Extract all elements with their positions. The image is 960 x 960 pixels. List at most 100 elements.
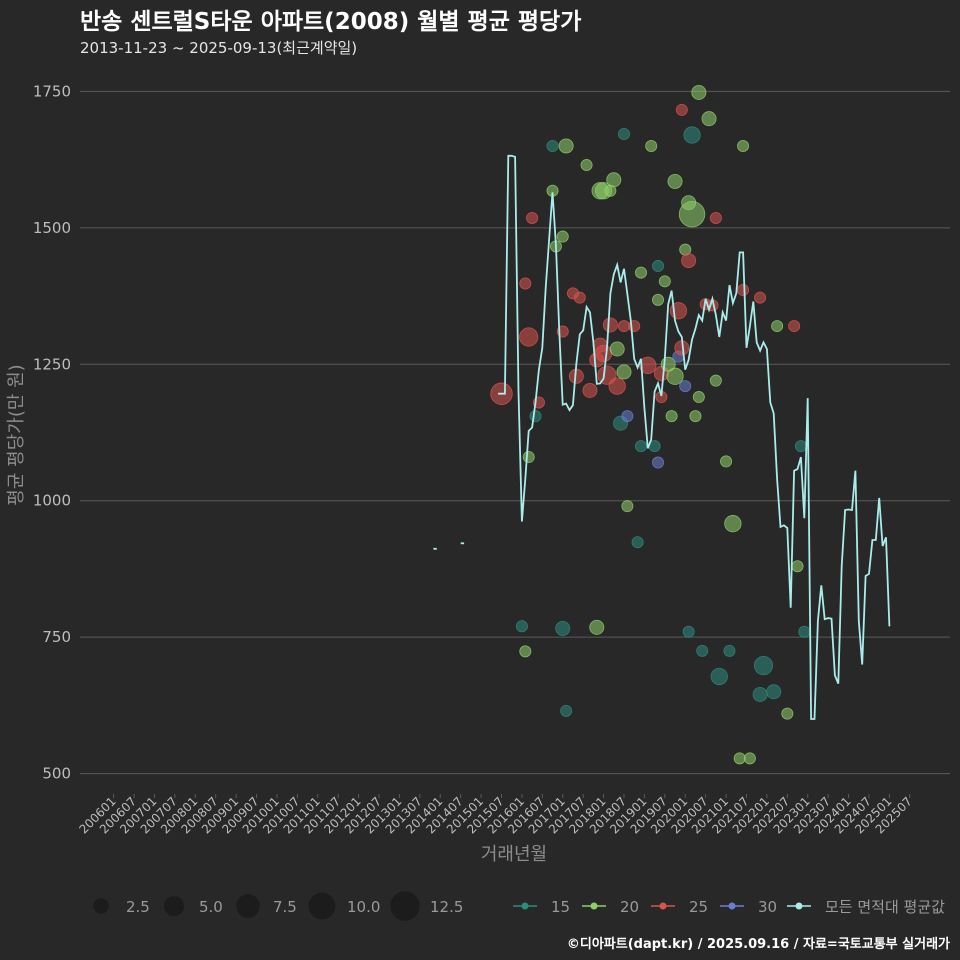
y-tick-500: 500 [42, 765, 71, 783]
area-legend-label-3: 30 [758, 898, 777, 916]
point-84 [743, 752, 756, 765]
point-54 [665, 410, 678, 423]
x-axis-ticks: 2006012006072007012007072008012008072009… [76, 794, 915, 837]
point-91 [791, 560, 804, 573]
point-65 [682, 625, 695, 638]
point-33 [608, 377, 626, 395]
source-caption: ©디아파트(dapt.kr) / 2025.09.16 / 자료=국토교통부 실… [567, 936, 950, 952]
x-axis-label: 거래년월 [481, 844, 547, 865]
y-tick-1250: 1250 [33, 355, 71, 373]
size-legend-dot-3 [308, 892, 336, 920]
y-axis-ticks: 500 750 1000 1250 1500 1750 [33, 82, 71, 782]
point-42 [634, 440, 647, 453]
point-45 [645, 139, 658, 152]
point-14 [555, 620, 571, 636]
size-legend-label-4: 12.5 [430, 898, 463, 916]
point-94 [781, 707, 794, 720]
area-legend: 15 20 25 30 모든 면적대 평균값 [513, 898, 945, 916]
scatter-points [490, 84, 811, 765]
area-legend-label-1: 20 [620, 898, 639, 916]
point-26 [594, 344, 613, 362]
point-78 [720, 455, 733, 468]
point-77 [710, 667, 728, 686]
point-85 [752, 686, 768, 702]
y-tick-1750: 1750 [33, 82, 71, 100]
size-legend-label-1: 5.0 [199, 898, 223, 916]
point-86 [754, 291, 767, 304]
point-52 [658, 275, 671, 288]
chart-title: 반송 센트럴S타운 아파트(2008) 월별 평균 평당가 [80, 9, 581, 35]
point-60 [675, 103, 688, 116]
point-22 [589, 619, 605, 635]
point-70 [692, 391, 705, 404]
point-12 [556, 230, 569, 243]
area-legend-label-2: 25 [689, 898, 708, 916]
point-19 [573, 291, 586, 304]
point-5 [522, 451, 535, 464]
point-67 [683, 126, 701, 144]
point-41 [631, 536, 644, 549]
chart-subtitle: 2013-11-23 ~ 2025-09-13(최근계약일) [80, 39, 357, 57]
y-tick-1000: 1000 [33, 492, 71, 510]
size-legend-dot-1 [163, 895, 185, 917]
point-3 [519, 645, 532, 658]
point-37 [616, 364, 632, 380]
point-7 [529, 410, 542, 423]
point-69 [691, 84, 707, 100]
area-legend-dot-2 [659, 902, 667, 910]
point-89 [771, 320, 784, 333]
size-legend-dot-4 [390, 891, 420, 921]
point-55 [666, 367, 684, 385]
point-43 [634, 266, 647, 279]
point-92 [794, 440, 807, 453]
point-66 [678, 200, 706, 228]
point-38 [621, 410, 634, 423]
average-line-segment-2 [498, 154, 891, 720]
point-2 [519, 277, 532, 290]
point-21 [582, 382, 598, 398]
y-axis-label: 평균 평당가(만 원) [6, 364, 27, 505]
point-61 [679, 380, 692, 393]
point-75 [709, 374, 722, 387]
size-legend-label-0: 2.5 [126, 898, 150, 916]
average-line [433, 154, 891, 720]
size-legend-label-3: 10.0 [347, 898, 380, 916]
size-legend-dot-2 [236, 894, 260, 918]
y-tick-1500: 1500 [33, 219, 71, 237]
point-4 [519, 327, 539, 347]
size-legend-dot-0 [93, 898, 109, 914]
point-71 [696, 644, 709, 657]
y-tick-750: 750 [42, 628, 71, 646]
point-1 [515, 620, 528, 633]
point-35 [617, 127, 630, 140]
point-9 [546, 139, 559, 152]
point-44 [639, 356, 657, 375]
area-legend-label-0: 15 [551, 898, 570, 916]
area-legend-dot-1 [590, 902, 598, 910]
point-29 [602, 317, 618, 333]
point-31 [606, 172, 622, 188]
point-68 [689, 410, 702, 423]
point-48 [652, 260, 665, 273]
size-legend: 2.5 5.0 7.5 10.0 12.5 [93, 891, 463, 921]
point-47 [652, 456, 665, 469]
point-76 [709, 211, 722, 224]
point-87 [753, 655, 774, 676]
point-15 [558, 138, 574, 154]
area-legend-dot-0 [521, 902, 529, 910]
gridlines [80, 90, 950, 775]
point-83 [737, 284, 750, 297]
point-88 [766, 684, 782, 700]
point-79 [723, 644, 736, 657]
point-20 [580, 159, 593, 172]
point-80 [724, 515, 742, 533]
point-56 [667, 173, 683, 189]
area-legend-dot-4 [795, 902, 803, 910]
point-82 [737, 139, 750, 152]
point-73 [701, 111, 717, 127]
area-legend-dot-3 [728, 902, 736, 910]
point-39 [621, 500, 634, 513]
point-6 [526, 211, 539, 224]
point-36 [617, 320, 630, 333]
